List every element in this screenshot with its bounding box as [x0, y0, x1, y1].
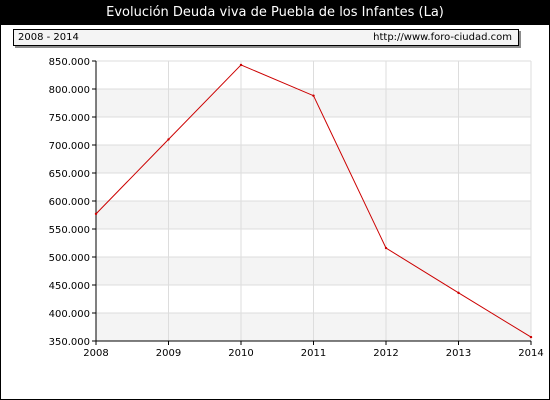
x-tick-label: 2008	[83, 348, 108, 359]
x-tick-label: 2009	[156, 348, 181, 359]
y-tick-labels: 350.000 400.000 450.000 500.000 550.000 600.0…	[49, 57, 90, 348]
y-tick-label: 400.000	[49, 309, 90, 320]
y-tick-label: 800.000	[49, 85, 90, 96]
x-tick-labels: 2008 2009 2010 2011 2012 2013 2014	[83, 348, 543, 359]
y-tick-label: 600.000	[49, 197, 90, 208]
y-tick-label: 500.000	[49, 253, 90, 264]
data-point	[529, 335, 533, 339]
x-tick-label: 2010	[228, 348, 253, 359]
y-tick-label: 650.000	[49, 169, 90, 180]
data-point	[384, 246, 388, 250]
series-layer	[94, 63, 533, 339]
y-tick-label: 450.000	[49, 281, 90, 292]
y-tick-label: 350.000	[49, 337, 90, 348]
data-point	[167, 138, 170, 141]
y-tick-label: 550.000	[49, 225, 90, 236]
info-bar: 2008 - 2014 http://www.foro-ciudad.com	[13, 29, 519, 46]
x-tick-label: 2012	[373, 348, 398, 359]
x-tick-label: 2014	[518, 348, 543, 359]
date-range-label: 2008 - 2014	[18, 32, 79, 43]
data-point	[312, 94, 315, 97]
chart-title: Evolución Deuda viva de Puebla de los In…	[1, 1, 549, 25]
y-tick-label: 850.000	[49, 57, 90, 68]
y-tick-label: 750.000	[49, 113, 90, 124]
x-tick-label: 2013	[446, 348, 471, 359]
x-tick-label: 2011	[301, 348, 326, 359]
data-point	[457, 291, 460, 295]
data-point	[94, 212, 98, 216]
source-url-link[interactable]: http://www.foro-ciudad.com	[373, 32, 512, 43]
data-point	[239, 63, 243, 67]
axes	[92, 60, 532, 345]
y-tick-label: 700.000	[49, 141, 90, 152]
